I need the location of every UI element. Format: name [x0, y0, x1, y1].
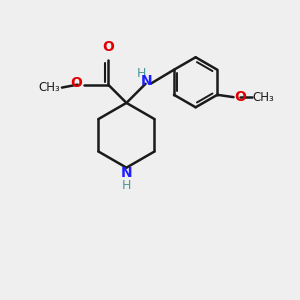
Text: O: O: [71, 76, 82, 90]
Text: H: H: [137, 67, 146, 80]
Text: O: O: [102, 40, 114, 54]
Text: CH₃: CH₃: [39, 81, 61, 94]
Text: N: N: [141, 74, 153, 88]
Text: H: H: [122, 179, 131, 192]
Text: O: O: [235, 90, 247, 104]
Text: CH₃: CH₃: [253, 91, 274, 103]
Text: N: N: [121, 166, 132, 180]
